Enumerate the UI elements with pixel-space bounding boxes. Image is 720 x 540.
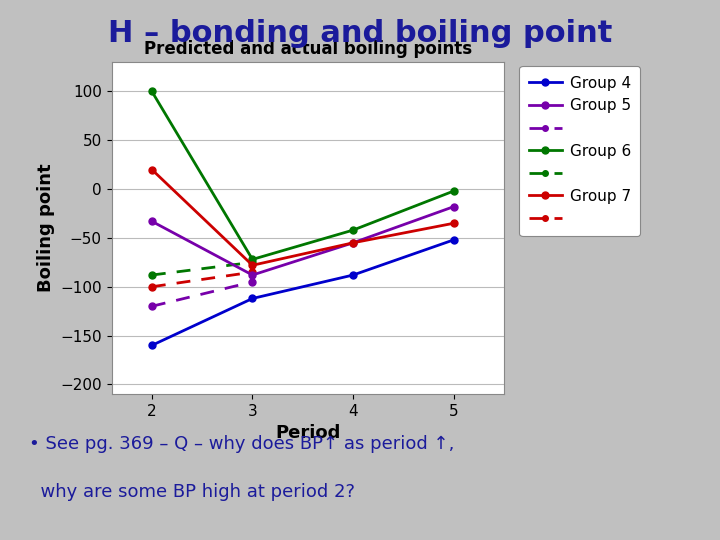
Title: Predicted and actual boiling points: Predicted and actual boiling points [144, 40, 472, 58]
Text: H – bonding and boiling point: H – bonding and boiling point [108, 19, 612, 48]
Legend: Group 4, Group 5, , Group 6, , Group 7, : Group 4, Group 5, , Group 6, , Group 7, [520, 66, 640, 235]
Text: • See pg. 369 – Q – why does BP↑ as period ↑,: • See pg. 369 – Q – why does BP↑ as peri… [29, 435, 454, 453]
Text: why are some BP high at period 2?: why are some BP high at period 2? [29, 483, 355, 501]
X-axis label: Period: Period [275, 424, 341, 442]
Y-axis label: Boiling point: Boiling point [37, 164, 55, 293]
